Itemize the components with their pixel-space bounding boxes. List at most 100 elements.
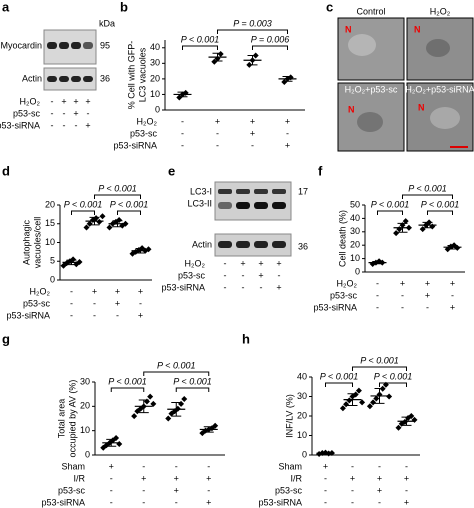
error-bar: [171, 401, 182, 417]
y-tick-label: 20: [150, 73, 160, 83]
band-label: Actin: [22, 73, 42, 83]
significance-bracket: [117, 210, 141, 215]
y-axis-label: Cell death (%): [337, 210, 347, 267]
treatment-mark: -: [401, 290, 404, 300]
significance-label: P < 0.001: [64, 199, 102, 209]
treatment-mark: +: [250, 116, 255, 126]
data-point: [181, 396, 188, 403]
significance-bracket: [71, 210, 95, 215]
treatment-mark: +: [400, 278, 405, 288]
significance-bracket: [143, 371, 210, 376]
y-tick-label: 20: [350, 240, 360, 250]
panel-letter: b: [120, 0, 128, 14]
organelle: [426, 39, 450, 57]
y-tick-label: 20: [80, 401, 90, 411]
band: [236, 202, 250, 209]
treatment-mark: +: [73, 108, 78, 118]
data-point: [366, 403, 373, 410]
band: [71, 42, 81, 49]
error-bar: [135, 248, 146, 254]
organelle: [348, 34, 376, 56]
y-axis-label: occupied by AV (%): [67, 380, 77, 458]
significance-bracket: [175, 387, 210, 392]
significance-bracket: [402, 194, 453, 199]
y-tick-label: 20: [45, 199, 55, 209]
error-bar: [247, 55, 258, 66]
y-tick-label: 10: [150, 89, 160, 99]
data-point: [83, 224, 90, 231]
data-point: [402, 218, 409, 225]
significance-label: P < 0.001: [173, 376, 211, 386]
y-tick-label: 10: [350, 253, 360, 263]
treatment-mark: +: [404, 497, 409, 507]
treatment-mark: -: [351, 461, 354, 471]
treatment-name: p53-sc: [23, 298, 51, 308]
treatment-name: p53-sc: [275, 485, 303, 495]
data-point: [339, 405, 346, 412]
data-point: [393, 230, 400, 237]
treatment-mark: +: [285, 140, 290, 150]
blot-frame: [214, 233, 292, 257]
treatment-mark: +: [138, 310, 143, 320]
data-point: [131, 413, 138, 420]
treatment-mark: +: [141, 473, 146, 483]
treatment-mark: -: [401, 302, 404, 312]
treatment-mark: -: [93, 310, 96, 320]
panel-letter: h: [242, 331, 250, 346]
band: [236, 241, 250, 248]
treatment-mark: -: [376, 278, 379, 288]
data-point: [359, 399, 366, 406]
treatment-name: H₂O₂: [20, 96, 41, 106]
size-label: 36: [100, 73, 110, 83]
treatment-mark: +: [92, 286, 97, 296]
data-point: [178, 400, 185, 407]
treatment-mark: -: [324, 497, 327, 507]
treatment-mark: +: [115, 286, 120, 296]
treatment-mark: -: [87, 108, 90, 118]
treatment-mark: -: [63, 120, 66, 130]
y-tick-label: 40: [150, 42, 160, 52]
treatment-mark: -: [75, 120, 78, 130]
y-axis-label: LC3 vacuoles: [137, 47, 147, 102]
error-bar: [138, 399, 149, 414]
treatment-name: H₂O₂: [185, 258, 206, 268]
treatment-mark: -: [181, 128, 184, 138]
error-bar: [177, 91, 188, 98]
treatment-mark: -: [242, 270, 245, 280]
data-point: [281, 79, 288, 85]
treatment-name: Sham: [61, 461, 85, 471]
data-point: [143, 398, 150, 405]
size-label: 36: [298, 241, 308, 251]
treatment-name: Sham: [278, 461, 302, 471]
treatment-mark: +: [174, 473, 179, 483]
treatment-mark: +: [285, 116, 290, 126]
band-label: LC3-I: [190, 186, 212, 196]
significance-label: P < 0.001: [408, 183, 446, 193]
blot-frame: [214, 181, 292, 221]
size-unit: kDa: [99, 18, 115, 28]
treatment-mark: -: [378, 497, 381, 507]
y-tick-label: 40: [297, 371, 307, 381]
treatment-mark: -: [70, 298, 73, 308]
treatment-mark: -: [70, 286, 73, 296]
y-axis-label: % Cell with GFP-: [126, 41, 136, 110]
treatment-mark: +: [174, 485, 179, 495]
significance-label: P < 0.001: [181, 34, 219, 44]
significance-bracket: [252, 45, 288, 50]
treatment-mark: +: [377, 485, 382, 495]
treatment-name: p53-siRNA: [41, 497, 85, 507]
band: [272, 241, 286, 248]
treatment-mark: -: [260, 282, 263, 292]
y-axis-label: Total area: [56, 399, 66, 439]
significance-bracket: [110, 387, 145, 392]
treatment-mark: +: [215, 116, 220, 126]
treatment-mark: -: [376, 290, 379, 300]
nucleus-mark: N: [345, 24, 352, 34]
treatment-mark: +: [109, 461, 114, 471]
band: [83, 76, 93, 82]
significance-label: P < 0.001: [371, 199, 409, 209]
treatment-mark: +: [73, 96, 78, 106]
organelle: [430, 107, 460, 129]
significance-label: P < 0.001: [360, 355, 398, 365]
y-axis-label: INF/LV (%): [284, 394, 294, 438]
